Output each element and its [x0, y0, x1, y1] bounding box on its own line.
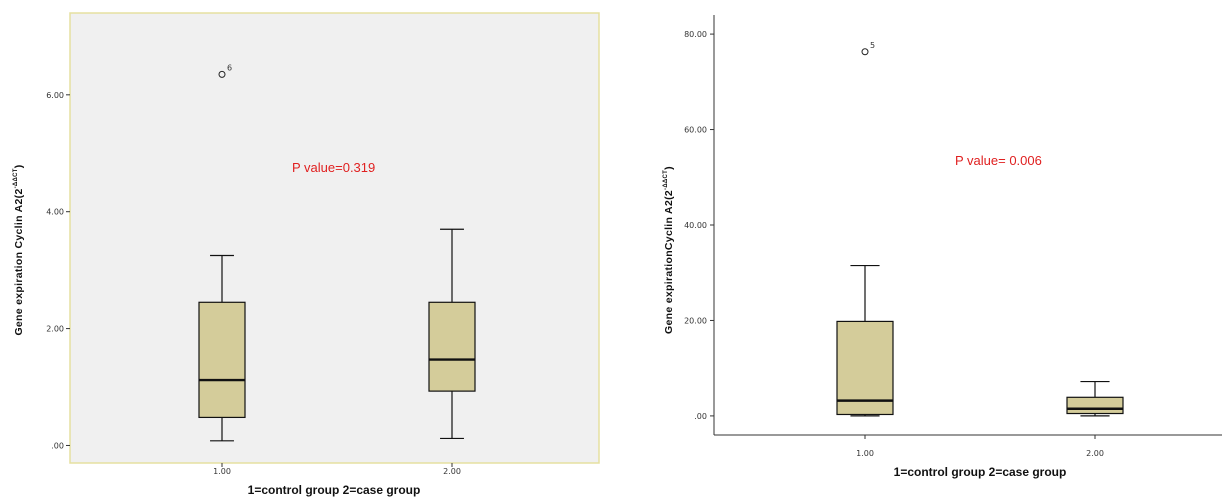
right-y-axis-title-main: Gene expirationCyclin A2(2	[663, 190, 675, 334]
left-y-tick-label: .00	[51, 441, 64, 450]
left-outlier	[218, 70, 226, 78]
right-boxes: 5	[836, 41, 1124, 417]
left-p-value: P value=0.319	[292, 160, 375, 175]
right-y-tick-label: 80.00	[684, 30, 707, 39]
left-plot-background	[69, 12, 600, 464]
left-x-tick-label: 1.00	[213, 467, 231, 476]
right-x-tick-label: 2.00	[1086, 449, 1104, 458]
left-box-1.00	[198, 301, 246, 419]
left-outlier-label: 6	[227, 63, 232, 72]
right-x-axis: 1.00 2.00	[856, 435, 1104, 458]
left-y-tick-label: 4.00	[46, 208, 64, 217]
right-y-tick-label: 20.00	[684, 316, 707, 325]
left-y-tick-label: 6.00	[46, 91, 64, 100]
right-plot-background	[714, 15, 1222, 435]
right-y-axis-title-sup: -ΔΔCT	[663, 170, 669, 190]
left-chart: .00 2.00 4.00 6.00 1.00 2.00 6 P value=0.319…	[13, 12, 600, 497]
right-box-1.00	[836, 320, 894, 416]
right-x-tick-label: 1.00	[856, 449, 874, 458]
left-y-axis: .00 2.00 4.00 6.00	[46, 91, 70, 450]
right-box-2.00	[1066, 396, 1124, 415]
right-p-value: P value= 0.006	[955, 153, 1042, 168]
right-y-tick-label: .00	[694, 412, 707, 421]
left-y-tick-label: 2.00	[46, 325, 64, 334]
left-x-tick-label: 2.00	[443, 467, 461, 476]
left-y-axis-title-main: Gene expiration Cyclin A2(2	[13, 188, 25, 335]
left-box-2.00	[428, 301, 476, 392]
right-y-axis-title-end: )	[663, 166, 675, 170]
right-outlier	[861, 48, 869, 56]
left-y-axis-title-end: )	[13, 164, 25, 168]
left-y-axis-title: Gene expiration Cyclin A2(2-ΔΔCT)	[13, 164, 25, 335]
right-y-axis: .00 20.00 40.00 60.00 80.00	[684, 30, 714, 421]
left-x-axis-title: 1=control group 2=case group	[248, 483, 421, 497]
left-y-axis-title-sup: -ΔΔCT	[13, 168, 19, 188]
right-outlier-label: 5	[870, 41, 875, 50]
right-x-axis-title: 1=control group 2=case group	[894, 465, 1067, 479]
right-y-tick-label: 40.00	[684, 221, 707, 230]
right-y-axis-title: Gene expirationCyclin A2(2-ΔΔCT)	[663, 166, 675, 334]
right-y-tick-label: 60.00	[684, 126, 707, 135]
right-chart: .00 20.00 40.00 60.00 80.00 1.00 2.00 5 P val…	[663, 15, 1222, 479]
left-x-axis: 1.00 2.00	[213, 463, 461, 476]
left-boxes: 6	[198, 63, 476, 442]
